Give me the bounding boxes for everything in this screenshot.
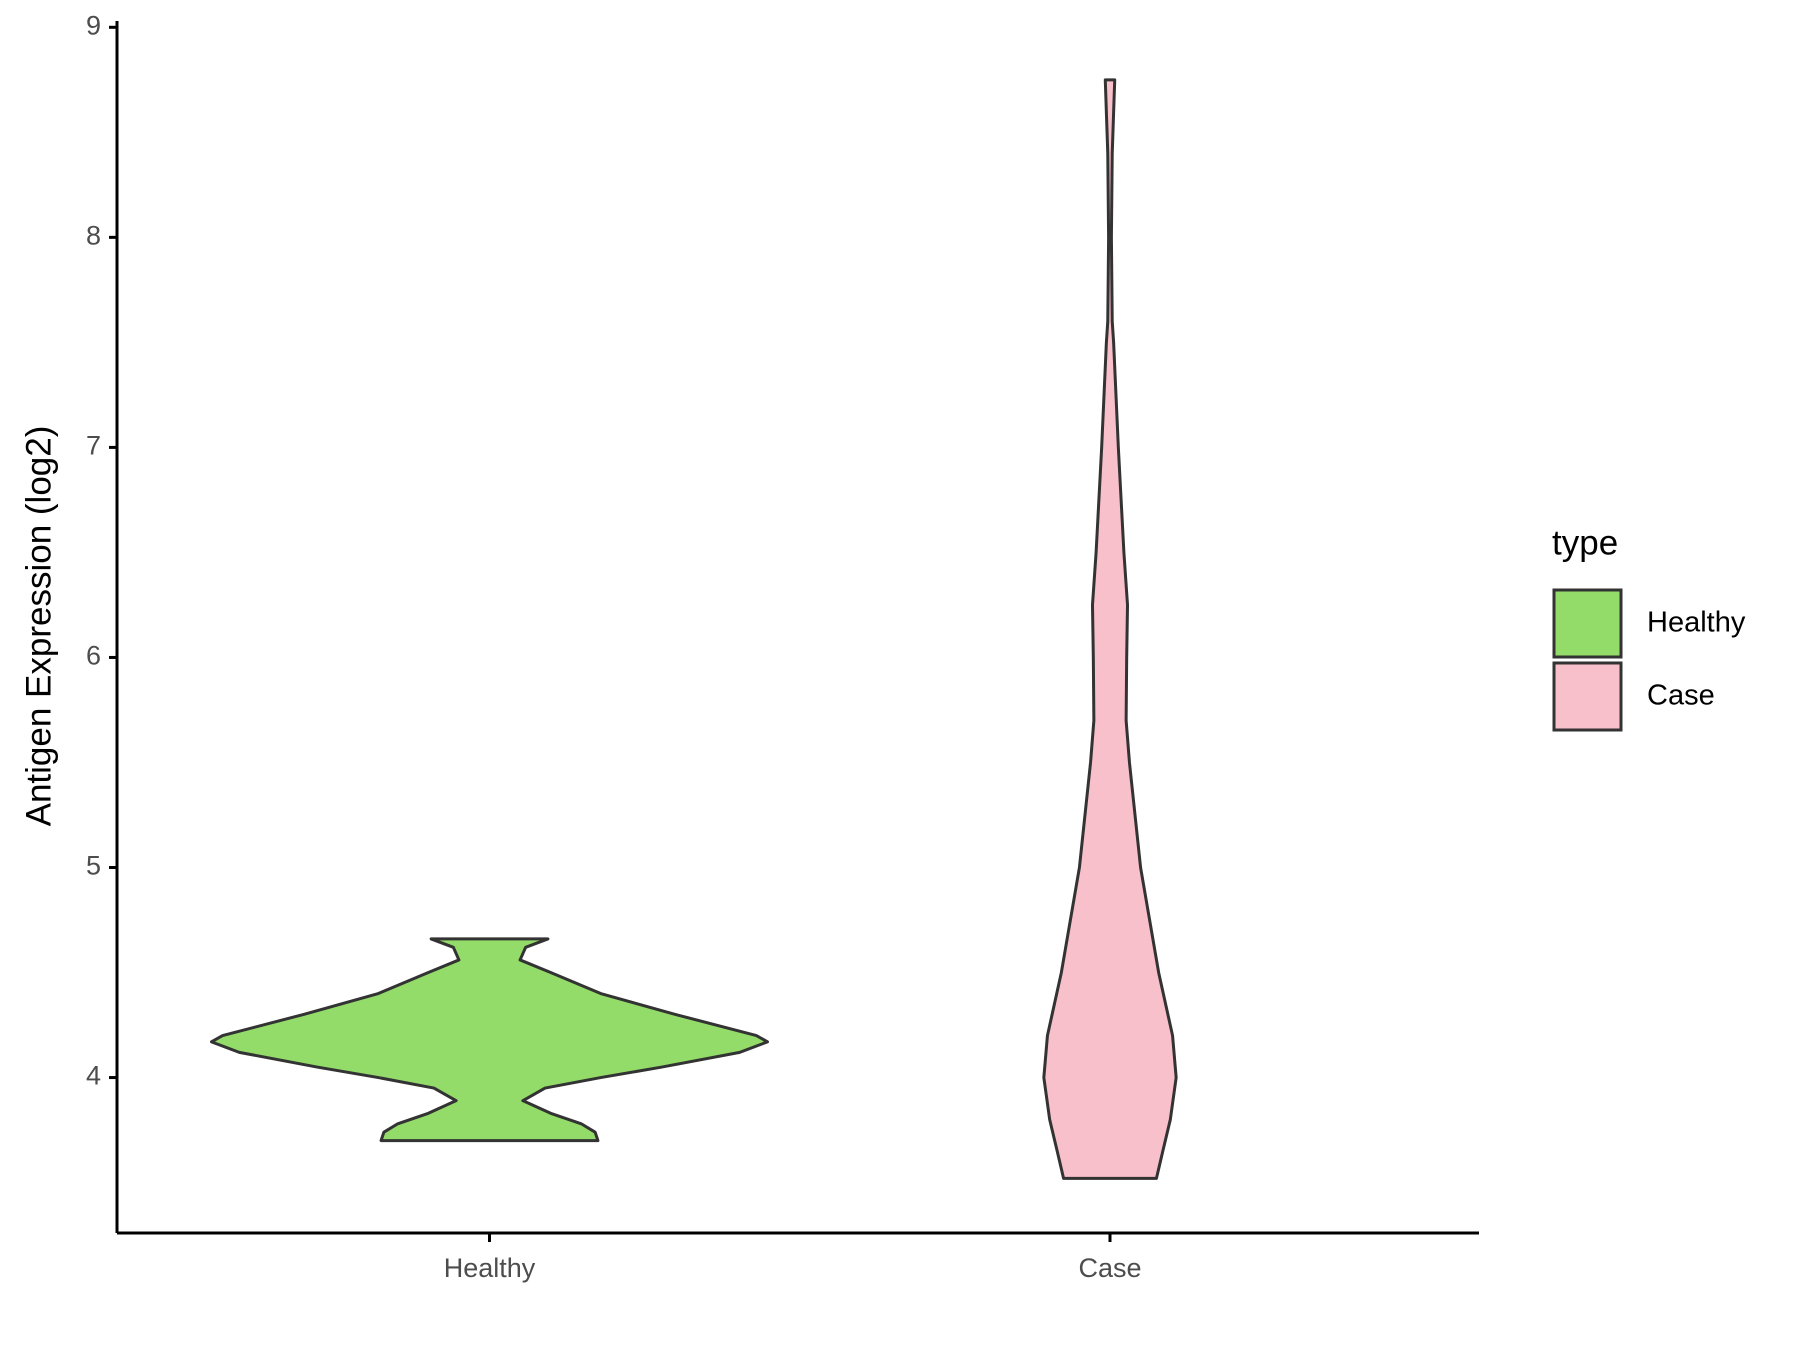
y-tick-label: 6 [86, 641, 101, 671]
y-tick-label: 7 [86, 431, 101, 461]
legend-title: type [1552, 523, 1618, 562]
y-axis-title: Antigen Expression (log2) [19, 426, 58, 827]
x-tick-label: Healthy [444, 1253, 536, 1283]
y-tick-label: 5 [86, 851, 101, 881]
y-tick-label: 4 [86, 1061, 101, 1091]
x-tick-label: Case [1078, 1253, 1141, 1283]
violin-body [210, 937, 769, 1143]
legend-label: Case [1647, 680, 1715, 712]
legend-label: Healthy [1647, 607, 1746, 639]
legend-key [1552, 661, 1623, 732]
legend-key [1552, 588, 1623, 659]
violin-body [1042, 78, 1178, 1180]
y-tick-label: 9 [86, 10, 101, 40]
y-tick-label: 8 [86, 220, 101, 250]
